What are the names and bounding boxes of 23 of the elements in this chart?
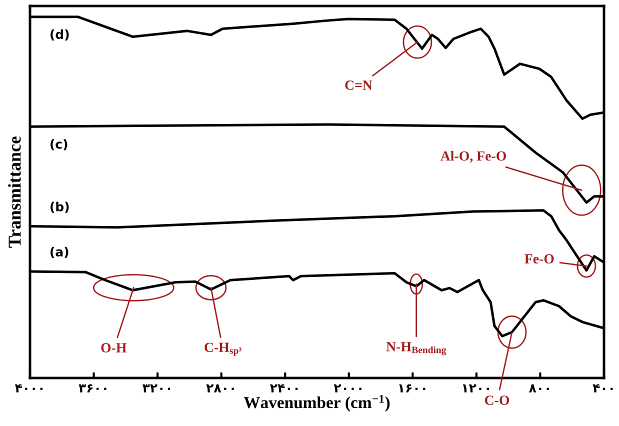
series-label: (c) [50, 139, 68, 150]
annotation: C-H$_{sp³}$ [204, 342, 242, 356]
x-tick-label: ۳۲۰۰ [142, 384, 170, 392]
annotation: C-O [484, 396, 510, 405]
x-tick-label: ۲۴۰۰ [270, 384, 298, 392]
y-axis-title: Transmittance [8, 136, 21, 248]
x-tick-label: ۱۶۰۰ [399, 384, 426, 392]
series-label: (a) [50, 246, 68, 258]
x-tick-label: ۳۶۰۰ [78, 384, 106, 392]
x-tick-label: ۲۰۰۰ [334, 384, 362, 392]
annotation: N-H$_{Bending}$ [386, 342, 446, 356]
series-label: (b) [50, 202, 69, 213]
series-label: (d) [50, 29, 69, 40]
annotation: Al-O, Fe-O [440, 150, 506, 163]
x-tick-label: ۸۰۰ [528, 384, 549, 392]
x-axis-title: Wavenumber (cm$^{−1}$) [244, 394, 390, 412]
annotation: Fe-O [524, 254, 554, 264]
x-tick-label: ۲۸۰۰ [206, 384, 234, 392]
annotation: O-H [101, 343, 127, 352]
x-tick-label: ۱۲۰۰ [462, 384, 489, 392]
x-tick-label: ۴۰۰۰ [14, 384, 43, 392]
x-tick-label: ۴۰۰ [592, 384, 613, 392]
annotation: C=N [345, 80, 372, 90]
